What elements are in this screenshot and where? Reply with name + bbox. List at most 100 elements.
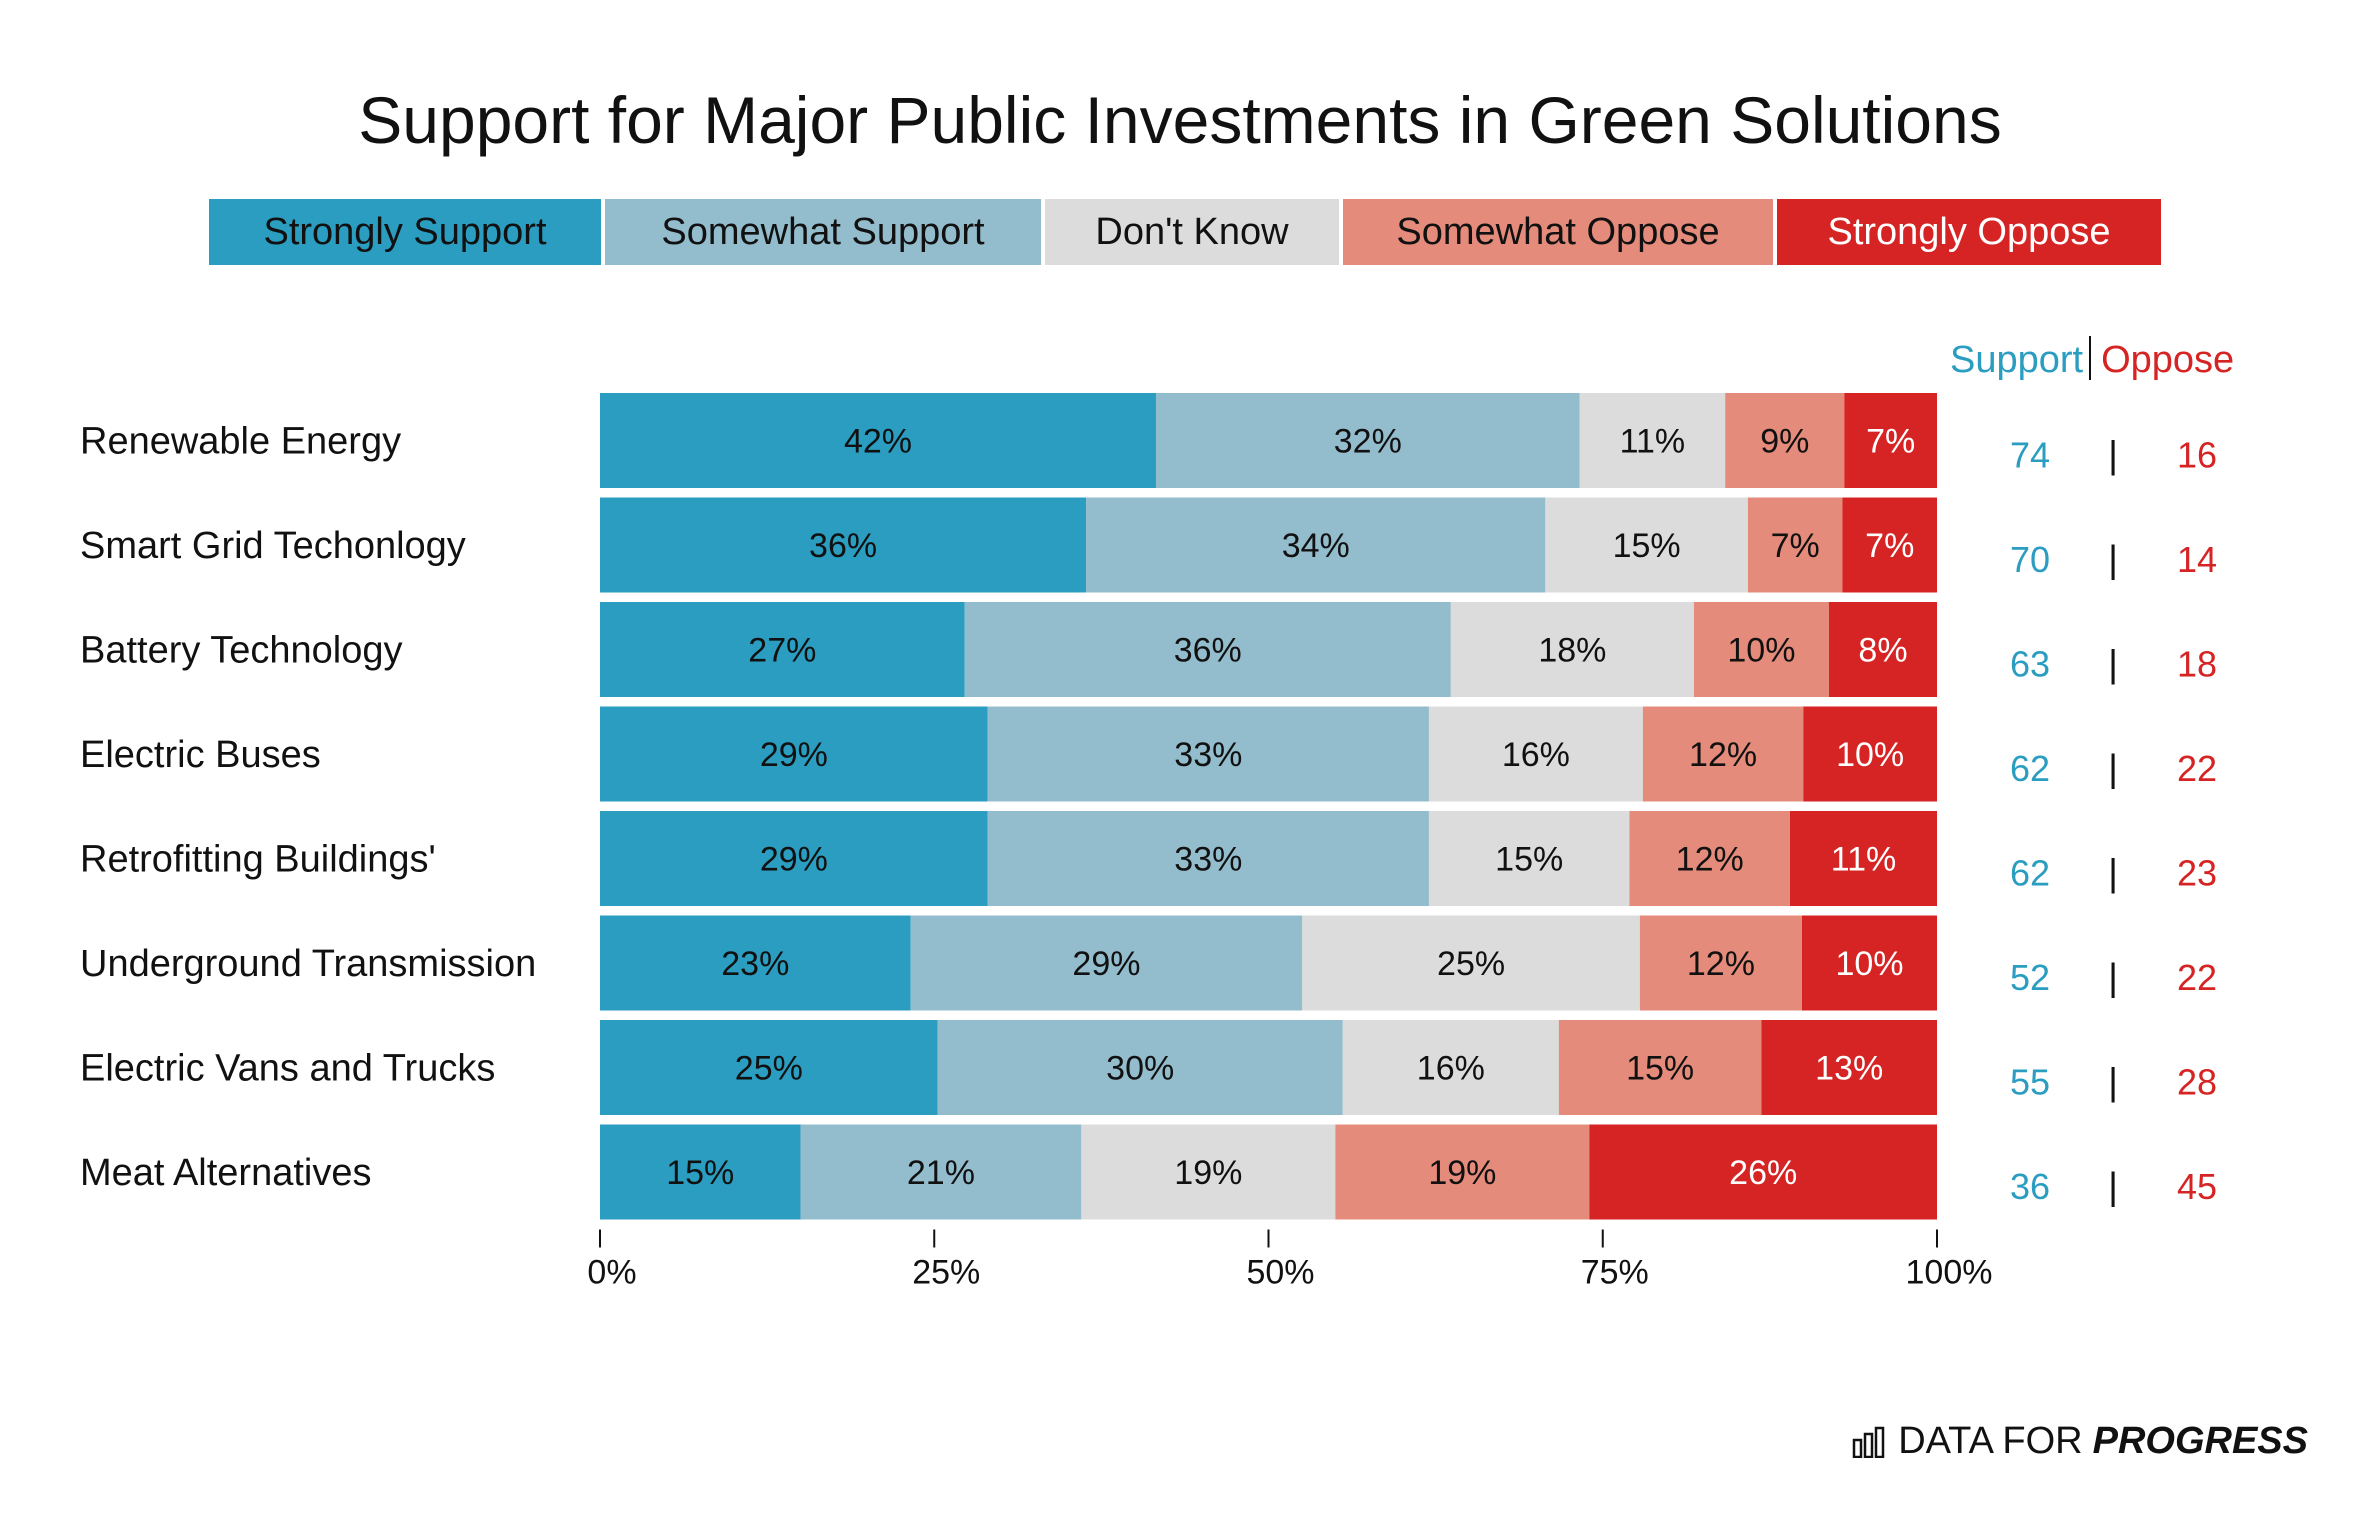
- legend-item-strongly-support: Strongly Support: [209, 199, 601, 265]
- bar-segment: [800, 1124, 1082, 1220]
- bar-value-label: 23%: [721, 945, 789, 983]
- summary-separator: |: [2108, 539, 2118, 581]
- bar-segment: [600, 602, 965, 697]
- bar-segment: [600, 497, 1087, 593]
- category-label: Underground Transmission: [80, 943, 536, 985]
- bar-value-label: 27%: [748, 632, 816, 670]
- bar-value-label: 32%: [1334, 423, 1402, 461]
- category-label: Battery Technology: [80, 630, 403, 672]
- bar-segment: [1639, 915, 1802, 1011]
- bar-value-label: 10%: [1727, 632, 1795, 670]
- bar-segment: [1589, 1124, 1937, 1220]
- support-total: 52: [2010, 957, 2050, 998]
- x-tick-label: 25%: [912, 1254, 980, 1292]
- bar-value-label: 18%: [1538, 632, 1606, 670]
- bar-segment: [910, 915, 1303, 1011]
- bar-segment: [1342, 1020, 1559, 1115]
- bar-segment: [987, 811, 1429, 906]
- bar-segment: [600, 915, 911, 1011]
- bar-value-label: 11%: [1620, 423, 1686, 461]
- bar-segment: [1828, 602, 1937, 697]
- bar-segment: [600, 1124, 801, 1220]
- bar-value-label: 42%: [844, 423, 912, 461]
- summary-separator: |: [2108, 435, 2118, 477]
- category-label: Retrofitting Buildings': [80, 839, 436, 881]
- bar-value-label: 7%: [1865, 527, 1914, 565]
- category-label: Smart Grid Techonlogy: [80, 525, 466, 567]
- summary-separator: |: [2108, 1166, 2118, 1208]
- bar-value-label: 15%: [1495, 841, 1563, 879]
- bar-value-label: 26%: [1729, 1154, 1797, 1192]
- category-label: Electric Vans and Trucks: [80, 1048, 495, 1090]
- summary-separator: |: [2108, 957, 2118, 999]
- legend-item-strongly-oppose: Strongly Oppose: [1777, 199, 2161, 265]
- x-tick-label: 0%: [587, 1254, 636, 1292]
- support-total: 62: [2010, 853, 2050, 894]
- bar-value-label: 25%: [735, 1050, 803, 1088]
- x-tick-label: 75%: [1581, 1254, 1649, 1292]
- support-total: 63: [2010, 644, 2050, 685]
- bar-value-label: 25%: [1437, 945, 1505, 983]
- category-label: Meat Alternatives: [80, 1152, 371, 1194]
- bar-value-label: 7%: [1866, 423, 1915, 461]
- bar-segment: [1155, 393, 1580, 488]
- bar-segment: [1450, 602, 1694, 697]
- bar-value-label: 9%: [1760, 423, 1809, 461]
- x-tick-label: 50%: [1246, 1254, 1314, 1292]
- summary-header: Support Oppose: [1950, 336, 2234, 382]
- support-total: 36: [2010, 1166, 2050, 1207]
- bar-segment: [1545, 497, 1748, 593]
- bar-segment: [600, 706, 988, 802]
- bar-value-label: 34%: [1282, 527, 1350, 565]
- bar-value-label: 12%: [1689, 736, 1757, 774]
- bar-value-label: 7%: [1771, 527, 1820, 565]
- oppose-total: 23: [2177, 853, 2217, 894]
- support-total: 62: [2010, 748, 2050, 789]
- oppose-total: 45: [2177, 1166, 2217, 1207]
- bar-segment: [600, 1020, 938, 1115]
- bar-segment: [937, 1020, 1343, 1115]
- bar-segment: [1428, 811, 1630, 906]
- oppose-total: 18: [2177, 644, 2217, 685]
- bar-segment: [1086, 497, 1546, 593]
- legend: Strongly Support Somewhat Support Don't Kn…: [209, 199, 2165, 265]
- bar-value-label: 16%: [1502, 736, 1570, 774]
- summary-separator: |: [2108, 644, 2118, 686]
- bar-segment: [600, 393, 1156, 488]
- bar-value-label: 15%: [1613, 527, 1681, 565]
- legend-item-somewhat-support: Somewhat Support: [605, 199, 1041, 265]
- bar-value-label: 33%: [1174, 841, 1242, 879]
- bar-value-label: 19%: [1174, 1154, 1242, 1192]
- bar-segment: [1761, 1020, 1937, 1115]
- brand-prefix: DATA FOR: [1898, 1420, 2083, 1462]
- bar-value-label: 36%: [809, 527, 877, 565]
- bar-segment: [1803, 706, 1937, 802]
- bar-segment: [1844, 393, 1937, 488]
- bar-value-label: 11%: [1831, 841, 1897, 879]
- bar-value-label: 29%: [760, 736, 828, 774]
- bar-value-label: 29%: [1072, 945, 1140, 983]
- x-tick-label: 100%: [1906, 1254, 1993, 1292]
- oppose-total: 22: [2177, 748, 2217, 789]
- bar-segment: [1642, 706, 1804, 802]
- bar-value-label: 16%: [1417, 1050, 1485, 1088]
- support-total: 70: [2010, 539, 2050, 580]
- category-label: Renewable Energy: [80, 421, 401, 463]
- bar-value-label: 15%: [666, 1154, 734, 1192]
- brand-logo: DATA FOR PROGRESS: [1852, 1420, 2308, 1463]
- category-label: Electric Buses: [80, 734, 321, 776]
- oppose-total: 22: [2177, 957, 2217, 998]
- bar-segment: [987, 706, 1429, 802]
- bar-value-label: 13%: [1815, 1050, 1883, 1088]
- bar-value-label: 21%: [907, 1154, 975, 1192]
- legend-item-somewhat-oppose: Somewhat Oppose: [1343, 199, 1773, 265]
- bar-segment: [1302, 915, 1640, 1011]
- bar-segment: [600, 811, 988, 906]
- bar-segment: [1428, 706, 1643, 802]
- bar-segment: [1335, 1124, 1590, 1220]
- oppose-total: 28: [2177, 1062, 2217, 1103]
- bar-segment: [1579, 393, 1726, 488]
- bar-value-label: 8%: [1858, 632, 1907, 670]
- bar-value-label: 12%: [1676, 841, 1744, 879]
- summary-separator: |: [2108, 748, 2118, 790]
